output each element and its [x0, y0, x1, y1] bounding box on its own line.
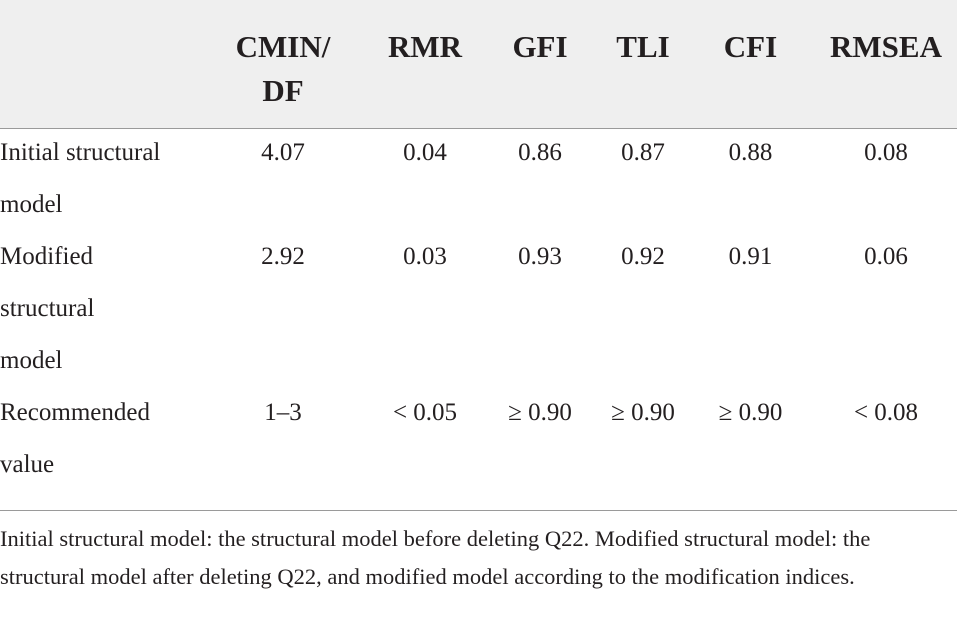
cell-gfi: 0.86 [518, 139, 562, 166]
row-label: Recommended value [0, 399, 150, 478]
cell-cfi: ≥ 0.90 [718, 399, 783, 426]
cell-gfi: ≥ 0.90 [508, 399, 572, 426]
cell-cmin-df: 2.92 [261, 243, 305, 270]
cell-cmin-df: 4.07 [261, 139, 305, 166]
header-tli: TLI [616, 29, 670, 64]
header-gfi: GFI [512, 29, 568, 64]
cell-cfi: 0.91 [728, 243, 773, 270]
table-footnote: Initial structural model: the structural… [0, 526, 871, 589]
cell-tli: ≥ 0.90 [611, 399, 675, 426]
cell-tli: 0.87 [621, 139, 665, 166]
table-bottom-rule [0, 510, 957, 511]
cell-cfi: 0.88 [728, 139, 773, 166]
cell-rmr: < 0.05 [392, 399, 458, 426]
cell-gfi: 0.93 [518, 243, 562, 270]
header-rmr: RMR [387, 29, 463, 64]
cell-rmsea: 0.06 [864, 243, 908, 270]
header-rmsea: RMSEA [830, 29, 942, 64]
header-cmin-line2: DF [262, 73, 304, 108]
cell-rmsea: < 0.08 [853, 399, 919, 426]
cell-rmr: 0.03 [403, 243, 447, 270]
cell-rmsea: 0.08 [864, 139, 908, 166]
header-cmin-line1: CMIN/ [235, 29, 331, 64]
row-label: Modified structural model [0, 243, 95, 374]
cell-rmr: 0.04 [403, 139, 447, 166]
cell-tli: 0.92 [621, 243, 665, 270]
row-label: Initial structural model [0, 139, 161, 218]
table-header-row: CMIN/ DF RMR GFI TLI CFI RMSEA [0, 0, 957, 129]
header-cmin-df: CMIN/ DF [218, 25, 348, 113]
cell-cmin-df: 1–3 [264, 399, 302, 426]
header-cfi: CFI [723, 29, 778, 64]
